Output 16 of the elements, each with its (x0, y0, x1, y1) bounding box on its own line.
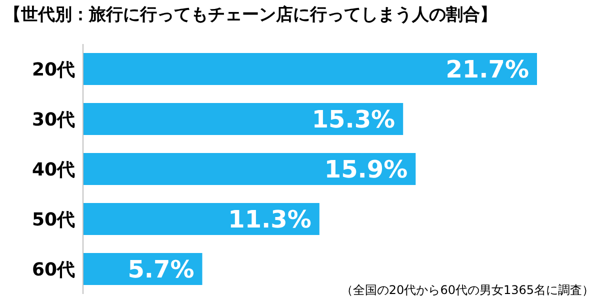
bar (83, 203, 320, 235)
y-tick-label: 40代 (32, 159, 75, 180)
data-label: 21.7% (446, 56, 529, 84)
bar (83, 153, 416, 185)
y-tick-label: 50代 (32, 209, 75, 230)
bar (83, 53, 537, 85)
data-label: 15.3% (312, 106, 396, 134)
data-label: 15.9% (324, 156, 408, 184)
y-tick-label: 60代 (32, 259, 75, 280)
y-tick-label: 20代 (32, 59, 75, 80)
y-tick-label: 30代 (32, 109, 75, 130)
data-label: 5.7% (128, 256, 194, 284)
bar (83, 103, 404, 135)
chart-title: 【世代別：旅行に行ってもチェーン店に行ってしまう人の割合】 (4, 5, 497, 25)
annotation: （全国の20代から60代の男女1365名に調査） (340, 283, 594, 297)
data-label: 11.3% (228, 206, 312, 234)
